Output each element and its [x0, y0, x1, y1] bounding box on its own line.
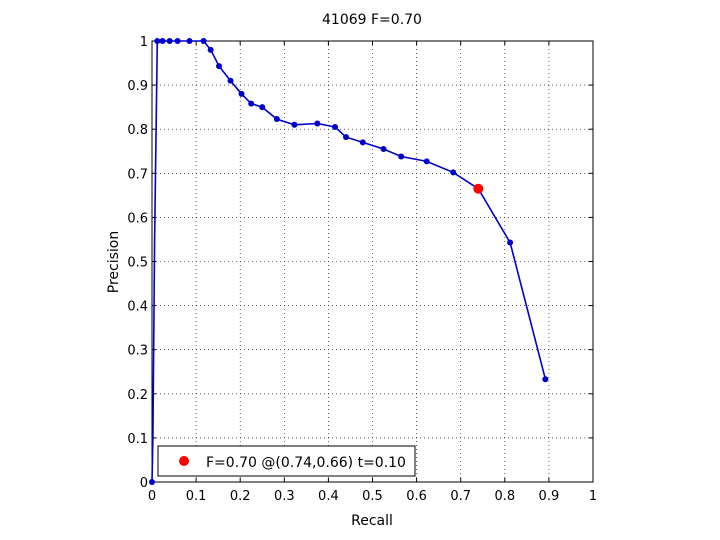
x-tick-label: 0.9	[539, 489, 560, 504]
x-tick-label: 0.4	[318, 489, 339, 504]
y-tick-label: 1	[140, 35, 148, 50]
x-tick-label: 0	[148, 489, 156, 504]
x-tick-labels: 0 0.1 0.2 0.3 0.4 0.5 0.6 0.7 0.8 0.9 1	[148, 489, 597, 504]
data-point	[248, 100, 255, 107]
data-point	[398, 153, 405, 160]
x-tick-label: 0.8	[494, 489, 515, 504]
f-measure-highlight-point	[473, 183, 484, 194]
x-tick-label: 0.6	[406, 489, 427, 504]
y-tick-label: 0	[140, 476, 148, 491]
data-point	[186, 38, 193, 44]
data-point	[423, 158, 430, 165]
data-point	[542, 376, 549, 383]
x-tick-label: 0.5	[362, 489, 383, 504]
x-axis-label: Recall	[351, 513, 393, 529]
x-tick-label: 0.7	[450, 489, 471, 504]
y-tick-label: 0.6	[127, 211, 148, 226]
data-point	[159, 38, 166, 44]
legend-label: F=0.70 @(0.74,0.66) t=0.10	[206, 455, 406, 471]
x-tick-label: 0.2	[230, 489, 251, 504]
data-point	[154, 38, 161, 44]
series-layer	[149, 38, 549, 485]
y-tick-label: 0.3	[127, 344, 148, 359]
data-point	[216, 63, 223, 70]
data-point	[450, 169, 457, 176]
data-point	[174, 38, 181, 44]
data-point	[359, 139, 366, 146]
y-tick-label: 0.2	[127, 388, 148, 403]
data-point	[149, 479, 155, 485]
legend-box	[157, 445, 416, 477]
legend: F=0.70 @(0.74,0.66) t=0.10	[157, 445, 416, 477]
data-point	[507, 239, 514, 246]
chart-title: 41069 F=0.70	[322, 12, 422, 28]
x-tick-label: 1	[589, 489, 597, 504]
grid-lines	[152, 41, 593, 482]
legend-marker	[179, 456, 189, 466]
y-axis-label: Precision	[106, 231, 122, 293]
y-tick-labels: 0 0.1 0.2 0.3 0.4 0.5 0.6 0.7 0.8 0.9 1	[127, 35, 148, 491]
data-point	[332, 123, 339, 130]
data-point	[259, 104, 266, 111]
data-point	[238, 90, 245, 97]
y-tick-label: 0.5	[127, 256, 148, 271]
data-point	[207, 46, 214, 53]
data-point	[227, 77, 234, 84]
series-line	[151, 40, 547, 483]
data-point	[166, 38, 173, 44]
data-point	[343, 134, 350, 141]
y-tick-label: 0.4	[127, 300, 148, 315]
data-point	[291, 121, 298, 128]
y-tick-label: 0.9	[127, 79, 148, 94]
y-tick-label: 0.7	[127, 167, 148, 182]
plot-frame	[151, 40, 594, 483]
data-point	[314, 120, 321, 127]
y-tick-label: 0.1	[127, 432, 148, 447]
y-tick-label: 0.8	[127, 123, 148, 138]
data-point	[200, 38, 207, 44]
x-tick-label: 0.1	[186, 489, 207, 504]
x-tick-label: 0.3	[274, 489, 295, 504]
data-point	[380, 146, 387, 153]
data-point	[273, 116, 280, 123]
